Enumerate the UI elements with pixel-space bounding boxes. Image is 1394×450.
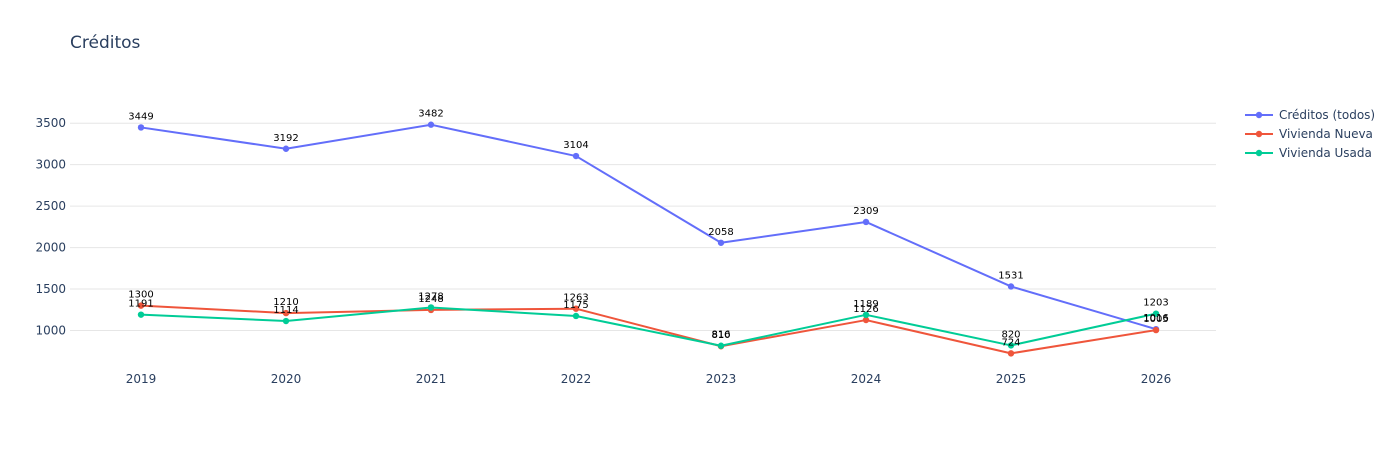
data-point: [427, 304, 435, 311]
legend-marker: [1255, 130, 1263, 138]
data-label: 1203: [1143, 298, 1168, 309]
x-tick-label: 2023: [706, 372, 737, 386]
y-axis: 1000 1500 2000 2500 3000 3500: [35, 116, 66, 337]
data-point: [282, 317, 290, 325]
x-tick-label: 2022: [561, 372, 592, 386]
legend-marker: [1255, 149, 1263, 157]
data-labels: 3449 3192 3482 3104 2058 2309 1531 1016 1300 1210…: [128, 109, 1168, 349]
data-label: 1248: [418, 294, 443, 305]
data-label: 2309: [853, 206, 878, 217]
y-tick-label: 1500: [35, 282, 66, 296]
legend-label: Vivienda Nueva: [1279, 127, 1373, 141]
x-tick-label: 2021: [416, 372, 447, 386]
x-tick-label: 2020: [271, 372, 302, 386]
data-label: 1210: [273, 297, 298, 308]
data-point: [862, 316, 870, 324]
data-point: [1007, 342, 1015, 349]
data-label: 724: [1001, 337, 1020, 348]
legend[interactable]: Créditos (todos) Vivienda Nueva Vivienda U…: [1245, 108, 1375, 160]
data-label: 3192: [273, 133, 298, 144]
data-label: 1005: [1143, 314, 1168, 325]
data-point: [572, 305, 580, 312]
x-tick-label: 2026: [1141, 372, 1172, 386]
data-point: [282, 309, 290, 317]
legend-marker: [1255, 111, 1263, 119]
data-point: [717, 342, 725, 349]
data-label: 1531: [998, 270, 1023, 281]
data-point: [717, 239, 725, 246]
y-tick-label: 3000: [35, 158, 66, 172]
data-point: [1152, 310, 1160, 317]
data-label: 2058: [708, 227, 733, 238]
series-line: [140, 306, 1157, 347]
x-axis: 2019 2020 2021 2022 2023 2024 2025 2026: [126, 372, 1172, 386]
series: [137, 121, 1160, 357]
data-label: 1126: [853, 304, 878, 315]
legend-label: Créditos (todos): [1279, 108, 1375, 122]
y-tick-label: 3500: [35, 116, 66, 130]
data-point: [282, 145, 290, 152]
data-label: 3104: [563, 140, 588, 151]
chart-title: Créditos: [70, 33, 141, 53]
data-label: 1114: [273, 305, 298, 316]
series-line: [140, 304, 1157, 355]
legend-item[interactable]: Créditos (todos): [1245, 108, 1375, 122]
data-point: [862, 218, 870, 226]
y-tick-label: 2000: [35, 241, 66, 255]
x-tick-label: 2025: [996, 372, 1027, 386]
data-point: [1152, 326, 1160, 334]
x-tick-label: 2024: [851, 372, 882, 386]
data-point: [137, 302, 145, 309]
data-label: 1278: [418, 291, 443, 302]
data-label: 1016: [1143, 313, 1168, 324]
data-point: [137, 124, 145, 131]
data-label: 810: [711, 330, 730, 341]
series-line: [140, 123, 1157, 331]
data-point: [862, 311, 870, 319]
data-point: [572, 312, 580, 320]
data-label: 3482: [418, 109, 443, 120]
legend-item[interactable]: Vivienda Nueva: [1245, 127, 1373, 141]
legend-item[interactable]: Vivienda Usada: [1245, 146, 1372, 160]
data-label: 1263: [563, 293, 588, 304]
data-label: 816: [711, 330, 730, 341]
data-label: 1175: [563, 300, 588, 311]
y-tick-label: 1000: [35, 323, 66, 337]
data-point: [572, 152, 580, 160]
data-label: 1300: [128, 290, 153, 301]
data-label: 820: [1001, 329, 1020, 340]
y-tick-label: 2500: [35, 199, 66, 213]
legend-label: Vivienda Usada: [1279, 146, 1372, 160]
data-point: [137, 311, 145, 318]
data-label: 1191: [128, 299, 153, 310]
data-point: [1007, 283, 1015, 290]
x-tick-label: 2019: [126, 372, 157, 386]
data-point: [1007, 350, 1015, 357]
data-label: 3449: [128, 111, 153, 122]
data-point: [427, 121, 435, 128]
grid: [70, 122, 1216, 331]
data-label: 1189: [853, 299, 878, 310]
